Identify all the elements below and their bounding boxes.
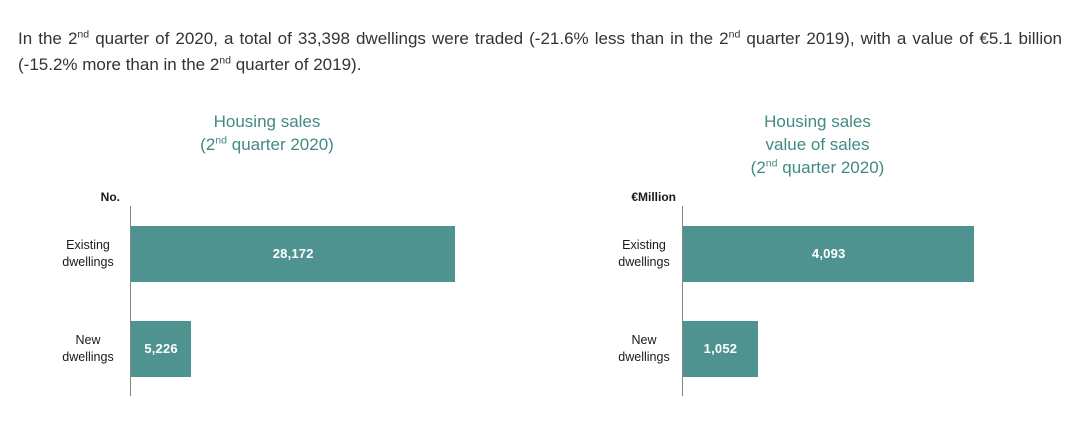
ordinal-superscript: nd: [728, 28, 741, 41]
y-axis-line: 5,226: [130, 301, 534, 396]
chart-subtitle: (2nd quarter 2020): [200, 134, 334, 154]
bar-row-existing-dwellings: Existing dwellings 4,093: [596, 206, 1039, 301]
chart-title: Housing sales (2nd quarter 2020): [0, 110, 534, 184]
ordinal-superscript: nd: [77, 28, 90, 41]
bar-row-new-dwellings: New dwellings 5,226: [0, 301, 534, 396]
bar-row-existing-dwellings: Existing dwellings 28,172: [0, 206, 534, 301]
bar-existing-dwellings: 28,172: [131, 225, 456, 282]
axis-unit-row: €Million: [596, 184, 1039, 204]
bar-value-label: 28,172: [272, 246, 314, 261]
chart-title-line: value of sales: [765, 135, 870, 154]
axis-unit-label: €Million: [631, 190, 676, 204]
plot-area: Existing dwellings 28,172 New dwellings …: [0, 206, 534, 396]
intro-paragraph: In the 2nd quarter of 2020, a total of 3…: [0, 17, 1080, 78]
axis-unit-label: No.: [100, 190, 120, 204]
bar-value-label: 5,226: [144, 341, 178, 356]
intro-text-segment: quarter of 2020, a total of 33,398 dwell…: [89, 29, 729, 48]
category-label: New dwellings: [618, 332, 670, 364]
y-axis-line: 28,172: [130, 206, 534, 301]
housing-sales-value-chart: Housing sales value of sales (2nd quarte…: [596, 110, 1039, 396]
category-label: New dwellings: [62, 332, 114, 364]
category-label: Existing dwellings: [62, 237, 114, 269]
bar-new-dwellings: 1,052: [683, 320, 758, 377]
ordinal-superscript: nd: [219, 54, 231, 67]
ordinal-superscript: nd: [765, 157, 778, 170]
y-axis-line: 1,052: [682, 301, 1039, 396]
intro-text-segment: quarter 2019), with a value of €5.1 bill…: [18, 29, 1062, 74]
bar-new-dwellings: 5,226: [131, 320, 192, 377]
plot-area: Existing dwellings 4,093 New dwellings 1…: [596, 206, 1039, 396]
chart-title: Housing sales value of sales (2nd quarte…: [596, 110, 1039, 184]
axis-unit-row: No.: [0, 184, 534, 204]
bar-value-label: 4,093: [811, 246, 846, 261]
housing-sales-count-chart: Housing sales (2nd quarter 2020) No. Exi…: [0, 110, 534, 396]
ordinal-superscript: nd: [215, 134, 228, 147]
bar-row-new-dwellings: New dwellings 1,052: [596, 301, 1039, 396]
y-axis-line: 4,093: [682, 206, 1039, 301]
bar-value-label: 1,052: [703, 341, 738, 356]
intro-text-segment: quarter of 2019).: [231, 55, 362, 74]
chart-subtitle: (2nd quarter 2020): [750, 157, 885, 177]
report-page: In the 2nd quarter of 2020, a total of 3…: [0, 17, 1080, 426]
intro-text-segment: In the 2: [18, 29, 78, 48]
bar-existing-dwellings: 4,093: [683, 225, 975, 282]
category-label: Existing dwellings: [618, 237, 670, 269]
chart-title-line: Housing sales: [764, 112, 871, 131]
chart-title-line: Housing sales: [213, 112, 321, 131]
charts-row: Housing sales (2nd quarter 2020) No. Exi…: [0, 110, 1080, 396]
